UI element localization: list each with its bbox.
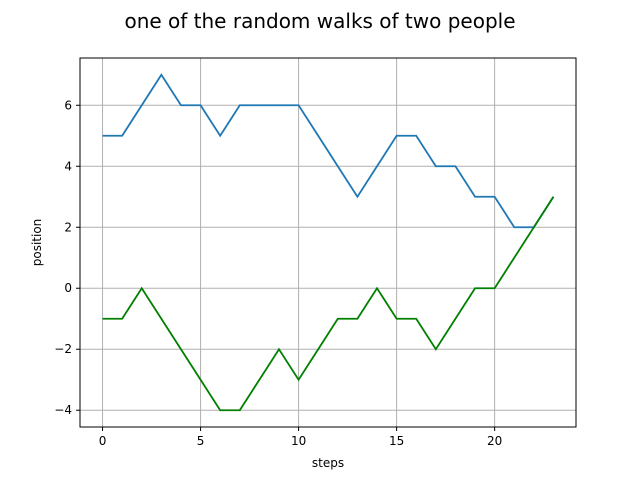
plot-frame: [79, 57, 577, 428]
x-tick-label: 0: [99, 434, 107, 448]
y-axis-label: position: [30, 219, 44, 267]
x-tick-label: 20: [487, 434, 502, 448]
y-tick-label: 2: [64, 220, 72, 234]
grid: [80, 58, 576, 427]
x-axis-label: steps: [312, 456, 344, 470]
chart-title: one of the random walks of two people: [124, 9, 515, 33]
series-line-1: [102, 73, 555, 229]
y-tick-label: 6: [64, 98, 72, 112]
series-group: [102, 73, 555, 412]
y-tick-label: −4: [54, 403, 72, 417]
x-tick-label: 5: [197, 434, 205, 448]
series-line-2: [102, 196, 555, 412]
y-tick-label: −2: [54, 342, 72, 356]
y-tick-label: 0: [64, 281, 72, 295]
x-tick-label: 10: [291, 434, 306, 448]
ticks: 0 5 10 15 20 −4 −2 0 2 4 6: [54, 98, 502, 448]
y-tick-label: 4: [64, 159, 72, 173]
x-tick-label: 15: [389, 434, 404, 448]
